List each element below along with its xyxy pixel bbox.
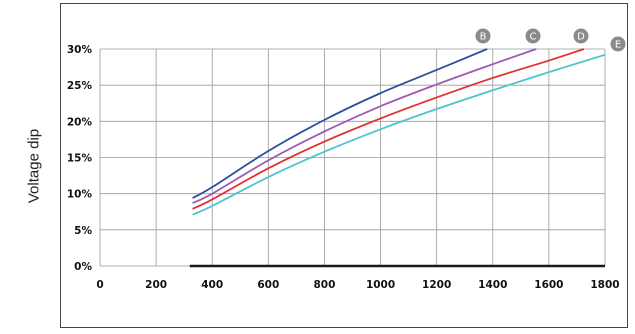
- series-line-c: [192, 48, 537, 204]
- x-tick-label: 1200: [422, 279, 451, 291]
- series-lines: [192, 48, 606, 216]
- x-tick-label: 1800: [590, 279, 619, 291]
- series-badge-circle: [610, 36, 626, 52]
- x-tick-label: 600: [257, 279, 279, 291]
- y-tick-label: 5%: [74, 225, 92, 237]
- series-labels: B C D E: [475, 28, 626, 52]
- tick-labels: 0 200 400 600 800 1000 1200 1400 1600 1800 0% 5% 10%…: [67, 44, 620, 291]
- x-tick-label: 1400: [478, 279, 507, 291]
- x-tick-label: 1600: [534, 279, 563, 291]
- x-tick-label: 800: [313, 279, 335, 291]
- series-badge-d: D: [573, 28, 589, 44]
- y-tick-label: 10%: [67, 189, 93, 201]
- x-tick-label: 400: [201, 279, 223, 291]
- series-line-d: [192, 48, 585, 210]
- series-badge-label: D: [577, 32, 585, 43]
- series-badge-e: E: [610, 36, 626, 52]
- y-tick-label: 15%: [67, 153, 93, 165]
- x-tick-label: 200: [145, 279, 167, 291]
- series-badge-circle: [525, 28, 541, 44]
- y-tick-label: 25%: [67, 80, 93, 92]
- y-tick-label: 30%: [67, 44, 93, 56]
- x-tick-label: 1000: [366, 279, 395, 291]
- series-badge-label: E: [615, 40, 621, 51]
- y-tick-label: 0%: [74, 261, 92, 273]
- grid: [99, 48, 606, 267]
- y-tick-label: 20%: [67, 116, 93, 128]
- series-badge-b: B: [475, 28, 491, 44]
- series-badge-circle: [475, 28, 491, 44]
- series-line-e: [192, 53, 606, 216]
- x-tick-label: 0: [96, 279, 103, 291]
- series-badge-c: C: [525, 28, 541, 44]
- chart-frame: [60, 3, 628, 328]
- series-badge-label: C: [530, 32, 537, 43]
- series-badge-circle: [573, 28, 589, 44]
- series-badge-label: B: [480, 32, 487, 43]
- series-line-b: [192, 48, 488, 199]
